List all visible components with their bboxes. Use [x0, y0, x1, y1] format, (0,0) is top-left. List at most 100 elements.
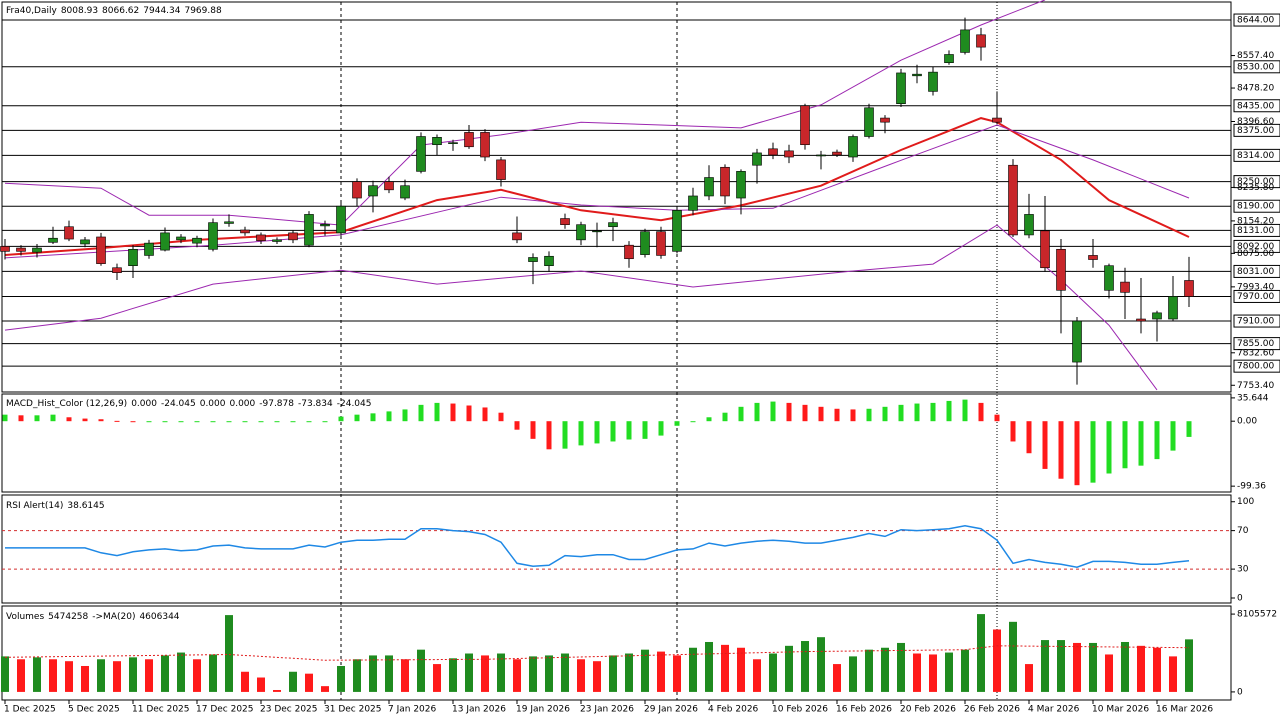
macd-bar	[1026, 421, 1032, 454]
y-tick-label: 0	[1237, 593, 1243, 603]
main-panel	[1, 1, 1232, 393]
macd-bar	[1122, 421, 1128, 469]
macd-bar	[274, 421, 280, 423]
y-tick-label: 0	[1237, 687, 1243, 697]
macd-bar	[2, 414, 8, 422]
level-label: 7910.00	[1237, 317, 1274, 327]
macd-bar	[594, 421, 600, 444]
volume-bar	[705, 641, 713, 692]
candle-body	[352, 181, 362, 199]
candle-body	[1056, 248, 1066, 291]
volume-bar	[1121, 641, 1129, 692]
candle-body	[1008, 164, 1018, 236]
volume-bar	[1089, 642, 1097, 692]
macd-bar	[546, 421, 552, 450]
candle-body	[0, 246, 10, 252]
candle-body	[112, 267, 122, 273]
candle-body	[256, 234, 266, 241]
volume-bar	[257, 677, 265, 692]
candle-body	[96, 236, 106, 264]
volume-bar	[433, 664, 441, 692]
macd-bar	[706, 417, 712, 422]
candle-body	[560, 218, 570, 225]
header-item: 8008.93	[61, 6, 98, 16]
candle-body	[1024, 214, 1034, 236]
header-item: -24.045	[337, 399, 372, 409]
candle-body	[224, 221, 234, 224]
macd-bar	[82, 418, 88, 422]
macd-bar	[386, 411, 392, 422]
macd-bar	[338, 416, 344, 422]
candle-body	[1184, 280, 1194, 297]
level-label: 8131.00	[1237, 226, 1274, 236]
candle-body	[896, 72, 906, 105]
x-tick-label: 10 Mar 2026	[1092, 705, 1149, 715]
macd-bar	[210, 421, 216, 423]
candle-body	[16, 247, 26, 252]
x-tick-label: 11 Dec 2025	[132, 705, 190, 715]
level-box	[1233, 199, 1280, 213]
candle-body	[624, 244, 634, 260]
volume-bar	[465, 653, 473, 692]
candle-body	[992, 117, 1002, 123]
volume-bar	[1105, 654, 1113, 692]
macd-bar	[610, 421, 616, 442]
x-tick-label: 29 Jan 2026	[644, 705, 698, 715]
candle-body	[736, 171, 746, 199]
macd-bar	[18, 415, 24, 422]
volume-bar	[353, 659, 361, 692]
level-box	[1233, 223, 1280, 237]
candle-body	[208, 222, 218, 250]
macd-bar	[722, 412, 728, 422]
volume-bar	[481, 655, 489, 692]
macd-bar	[434, 402, 440, 422]
y-tick-label: 7753.40	[1237, 381, 1274, 391]
level-box	[1233, 60, 1280, 74]
candle-body	[368, 185, 378, 197]
x-tick-label: 13 Jan 2026	[452, 705, 506, 715]
candle-body	[864, 107, 874, 137]
candle-body	[448, 142, 458, 144]
volume-bar	[145, 659, 153, 692]
macd-bar	[946, 400, 952, 422]
level-label: 8314.00	[1237, 151, 1274, 161]
y-tick-label: 70	[1237, 526, 1249, 536]
candle-body	[480, 132, 490, 158]
candle-body	[272, 239, 282, 242]
volume-bar	[241, 671, 249, 692]
candle-body	[608, 222, 618, 228]
macd-panel	[1, 393, 1232, 493]
volume-bar	[497, 653, 505, 692]
macd-bar	[162, 421, 168, 423]
volume-bar	[673, 655, 681, 692]
volume-bar	[769, 653, 777, 692]
macd-bar	[978, 402, 984, 422]
header-item: 0.000	[200, 399, 226, 409]
macd-bar	[802, 404, 808, 422]
candle-body	[688, 195, 698, 211]
candle-body	[416, 136, 426, 172]
volume-bar	[1025, 664, 1033, 692]
macd-bar	[258, 421, 264, 423]
macd-bar	[930, 402, 936, 422]
volume-bar	[801, 641, 809, 692]
level-box	[1233, 175, 1280, 189]
macd-bar	[674, 421, 680, 426]
macd-bar	[1042, 421, 1048, 469]
volume-bar	[625, 653, 633, 692]
macd-bar	[1090, 421, 1096, 483]
volume-bar	[689, 647, 697, 692]
candle-body	[176, 236, 186, 241]
macd-bar	[306, 421, 312, 423]
x-tick-label: 23 Dec 2025	[260, 705, 318, 715]
volume-bar	[945, 652, 953, 692]
rsi-panel	[1, 494, 1232, 604]
macd-bar	[418, 404, 424, 422]
macd-bar	[834, 408, 840, 422]
volume-bar	[817, 637, 825, 692]
macd-bar	[98, 419, 104, 422]
volume-bar	[561, 653, 569, 692]
candle-body	[928, 71, 938, 92]
candle-body	[320, 223, 330, 227]
